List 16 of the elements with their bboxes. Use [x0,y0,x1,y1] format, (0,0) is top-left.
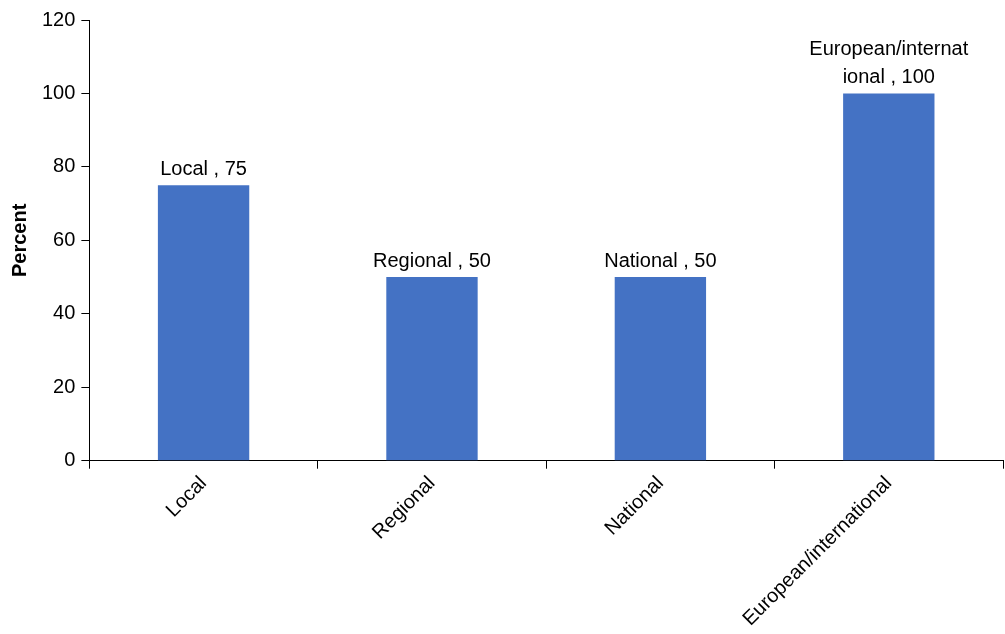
data-label: National , 50 [604,249,717,272]
y-tick-label: 40 [53,301,76,324]
data-label: Regional , 50 [373,249,491,272]
y-tick-label: 20 [53,374,76,397]
y-axis-title: Percent [7,203,30,278]
y-tick-label: 60 [53,227,76,250]
data-label: Local , 75 [160,157,247,180]
y-tick-label: 80 [53,154,76,177]
data-label: European/international , 100 [809,37,969,88]
y-tick-label: 0 [64,448,76,471]
y-tick-label: 120 [41,7,76,30]
bar [843,93,935,461]
y-tick-label: 100 [41,80,76,103]
bar [386,277,478,461]
bar [614,277,707,461]
bar [157,185,250,461]
